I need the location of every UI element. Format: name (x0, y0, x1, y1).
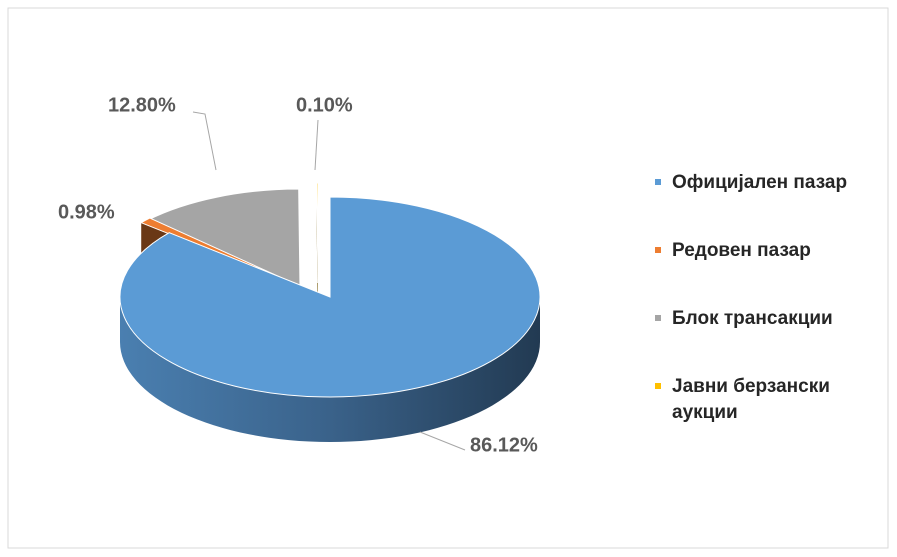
legend-label: Јавни берзански аукции (672, 376, 830, 423)
legend-item: Блок трансакции (655, 306, 890, 332)
leader-line (192, 111, 217, 171)
legend-swatch (655, 247, 661, 253)
legend-swatch (655, 383, 661, 389)
data-label: 0.10% (296, 94, 353, 116)
frame (7, 7, 889, 549)
data-label: 12.80% (108, 94, 176, 116)
leader-line (314, 119, 319, 171)
legend-swatch (655, 315, 661, 321)
legend-label: Официјален пазар (672, 172, 848, 193)
leader-line (419, 431, 466, 451)
legend-item: Редовен пазар (655, 238, 890, 264)
legend-item: Јавни берзански аукции (655, 374, 890, 426)
slice (146, 188, 301, 290)
data-label: 0.98% (58, 201, 115, 223)
slice-side (120, 297, 540, 442)
legend-item: Официјален пазар (655, 170, 890, 196)
legend: Официјален пазар Редовен пазар Блок транса… (655, 170, 890, 468)
legend-swatch (655, 179, 661, 185)
slice (119, 196, 541, 398)
slice (316, 182, 319, 284)
legend-label: Блок трансакции (672, 308, 833, 329)
legend-label: Редовен пазар (672, 240, 811, 261)
data-label: 86.12% (470, 434, 538, 456)
